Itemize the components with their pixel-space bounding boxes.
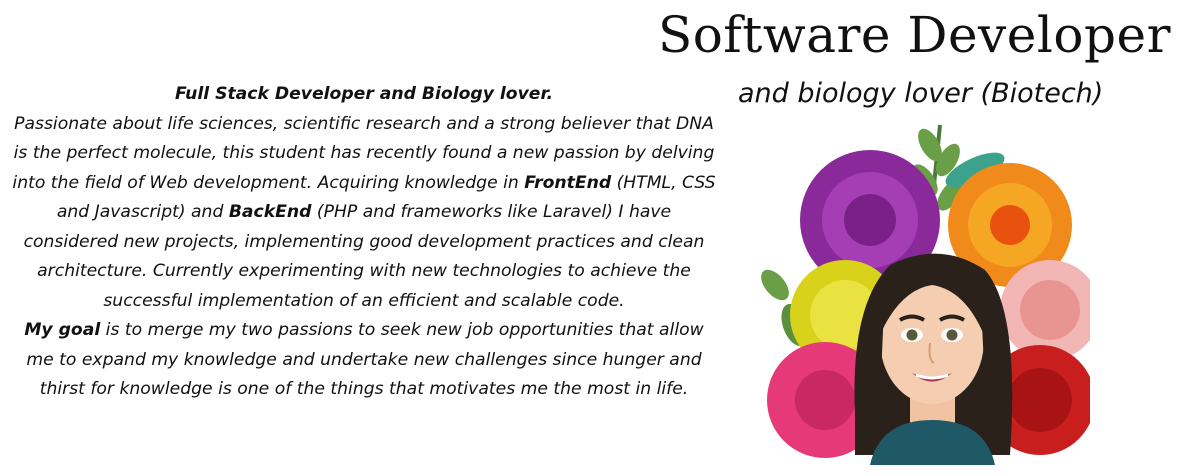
page-title: Software Developer	[657, 6, 1171, 64]
bio-paragraph-2: My goal is to merge my two passions to s…	[8, 316, 720, 405]
bio-text-1b: (HTML, CSS and Javascript) and	[56, 172, 716, 223]
bio-text-2: is to merge my two passions to seek new …	[26, 320, 704, 399]
avatar-with-flowers-illustration	[761, 124, 1090, 465]
bio-heading: Full Stack Developer and Biology lover.	[174, 84, 554, 104]
bio-text-1a: Passionate about life sciences, scientif…	[12, 113, 715, 193]
frontend-keyword: FrontEnd	[524, 172, 612, 193]
bio-text-1c: (PHP and frameworks like Laravel) I have…	[23, 202, 705, 311]
backend-keyword: BackEnd	[228, 202, 312, 222]
flower-purple	[800, 150, 940, 290]
avatar-face	[854, 253, 1013, 465]
flower-orange	[948, 163, 1072, 287]
bio-paragraph-1: Passionate about life sciences, scientif…	[8, 110, 720, 317]
bio-section: Full Stack Developer and Biology lover. …	[8, 80, 720, 405]
flower-pink-light	[1000, 260, 1090, 360]
page-subtitle: and biology lover (Biotech)	[738, 78, 1104, 109]
goal-label: My goal	[24, 320, 101, 340]
flower-pink	[767, 342, 883, 458]
avatar-illustration	[760, 115, 1090, 465]
